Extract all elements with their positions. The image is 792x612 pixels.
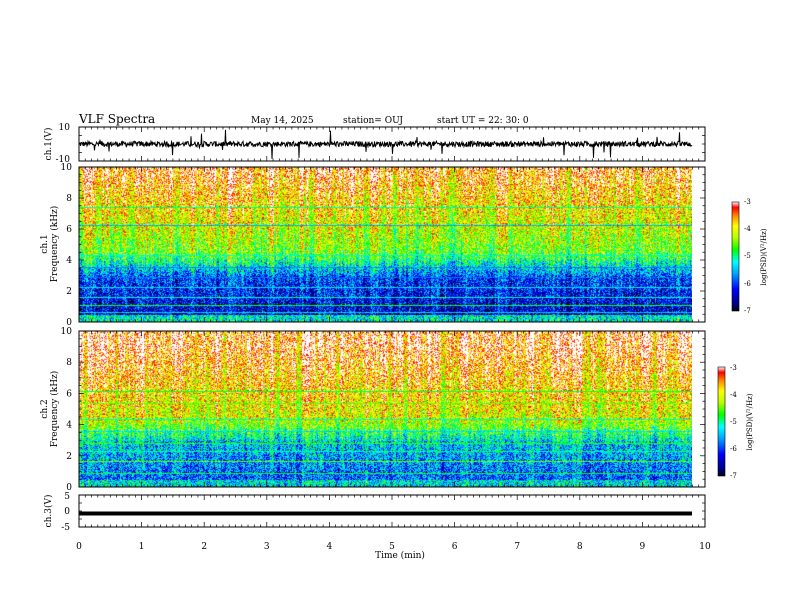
ch1-colorbar: -3 -4 -5 -6 -7 log(PSD)(V²/Hz) (731, 198, 768, 315)
ch1-spectrogram-image (79, 167, 692, 322)
ch2-cbar-tick-m7: -7 (730, 472, 737, 480)
time-tick-label: 9 (640, 542, 646, 552)
ch1-freq-ticks: 0 2 4 6 8 10 (61, 163, 705, 328)
ch1-colorbar-label: log(PSD)(V²/Hz) (760, 228, 768, 285)
freq-tick-label: 10 (61, 327, 73, 337)
freq-tick-label: 10 (61, 163, 73, 173)
ch1-waveform-line (78, 129, 693, 159)
ch1-ytick-top: 10 (59, 123, 71, 133)
date-label: May 14, 2025 (251, 116, 314, 126)
ch2-cbar-tick-m6: -6 (730, 445, 737, 453)
time-tick-label: 10 (699, 542, 711, 552)
ch1-cbar-tick-m5: -5 (744, 252, 751, 260)
ch2-cbar-tick-m5: -5 (730, 418, 737, 426)
time-tick-label: 3 (264, 542, 270, 552)
time-tick-label: 0 (76, 542, 82, 552)
freq-tick-label: 6 (66, 389, 72, 399)
time-tick-label: 6 (452, 542, 458, 552)
ch1-waveform-panel: 10 -10 ch.1(V) (43, 123, 706, 165)
time-axis-ticks: 0 1 2 3 4 5 6 7 8 9 10 (76, 126, 711, 552)
ch1-cbar-tick-m3: -3 (744, 198, 751, 206)
ch2-freq-ticks: 0 2 4 6 8 10 (61, 327, 705, 493)
ch1-spectrogram-ylabel: Frequency (kHz) (49, 206, 60, 283)
time-tick-label: 1 (139, 542, 145, 552)
ch2-colorbar: -3 -4 -5 -6 -7 log(PSD)(V²/Hz) (717, 364, 754, 480)
ch2-colorbar-scale (717, 366, 726, 477)
ch1-ytick-bottom: -10 (56, 155, 71, 165)
freq-tick-label: 2 (66, 287, 72, 297)
ch3-waveform-panel: 5 0 -5 ch.3(V) (43, 492, 706, 533)
start-time-label: start UT = 22: 30: 0 (437, 116, 529, 126)
ch1-cbar-tick-m4: -4 (744, 225, 751, 233)
ch2-spectrogram-image (79, 331, 692, 487)
freq-tick-label: 4 (66, 421, 72, 431)
ch1-colorbar-scale (731, 201, 740, 312)
ch1-cbar-tick-m7: -7 (744, 307, 751, 315)
freq-tick-label: 8 (66, 194, 72, 204)
station-label: station= OUJ (343, 116, 403, 126)
ch2-spectrogram-panel: 0 2 4 6 8 10 ch.2 Frequency (kHz) (40, 327, 706, 493)
freq-tick-label: 8 (66, 358, 72, 368)
time-axis-label: Time (min) (375, 550, 425, 561)
ch2-spectrogram-ylabel: Frequency (kHz) (49, 371, 60, 448)
ch3-waveform-ylabel: ch.3(V) (43, 495, 54, 528)
ch2-cbar-tick-m3: -3 (730, 364, 737, 372)
ch3-ytick-mid: 0 (64, 507, 70, 517)
freq-tick-label: 6 (66, 225, 72, 235)
time-tick-label: 7 (514, 542, 520, 552)
ch2-colorbar-label: log(PSD)(V²/Hz) (746, 393, 754, 450)
ch3-ytick-top: 5 (64, 492, 70, 502)
time-tick-label: 2 (201, 542, 207, 552)
ch2-cbar-tick-m4: -4 (730, 391, 737, 399)
ch1-waveform-ylabel: ch.1(V) (43, 128, 54, 161)
ch1-spectrogram-panel: 0 2 4 6 8 10 ch.1 Frequency (kHz) (40, 163, 706, 328)
freq-tick-label: 0 (66, 318, 72, 328)
ch2-spectrogram-channel-label: ch.2 (40, 399, 50, 418)
figure-title: VLF Spectra (78, 112, 155, 126)
time-tick-label: 4 (327, 542, 333, 552)
freq-tick-label: 2 (66, 452, 72, 462)
time-tick-label: 8 (577, 542, 583, 552)
ch3-ytick-bottom: -5 (61, 523, 70, 533)
ch1-spectrogram-channel-label: ch.1 (40, 234, 50, 253)
freq-tick-label: 4 (66, 256, 72, 266)
freq-tick-label: 0 (66, 483, 72, 493)
ch1-cbar-tick-m6: -6 (744, 280, 751, 288)
time-tick-label: 5 (389, 542, 395, 552)
